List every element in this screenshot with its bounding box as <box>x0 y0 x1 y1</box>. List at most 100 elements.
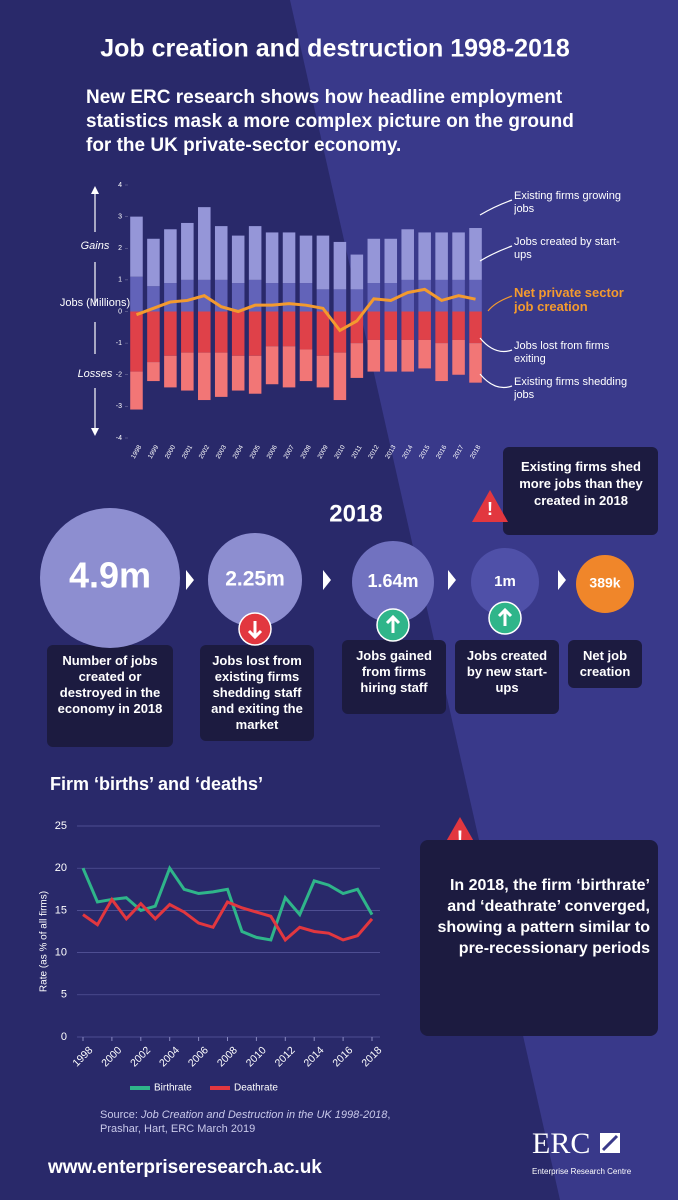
bar-segment <box>316 289 330 312</box>
subtitle: New ERC research shows how headline empl… <box>86 87 574 156</box>
bar-segment <box>469 228 482 280</box>
y-tick-label: 4 <box>118 182 122 189</box>
bar-segment <box>401 279 414 312</box>
bar-segment <box>181 311 194 353</box>
bar-segment <box>350 343 364 378</box>
trend-arrow <box>385 614 401 633</box>
arrow-head <box>91 186 99 194</box>
stat-caption-wrap: Jobs lost from existing firms shedding s… <box>211 653 303 732</box>
stat-circle <box>471 548 539 616</box>
stats-callout: Existing firms shed more jobs than they … <box>519 459 643 508</box>
bar-segment <box>418 279 431 312</box>
source-wrap: Source: Job Creation and Destruction in … <box>100 1109 391 1135</box>
bar-segment <box>164 283 177 312</box>
trend-arrow <box>497 607 513 626</box>
bar-segment <box>299 235 313 284</box>
bar-segment <box>282 232 296 284</box>
stat-caption: Jobs gained from firms hiring staff <box>356 648 432 695</box>
y-tick-label: 1 <box>118 277 122 284</box>
source-prefix: Source: <box>100 1109 138 1121</box>
stat-value: 1.64m <box>367 571 418 591</box>
stat-caption: Number of jobs created or destroyed in t… <box>57 653 163 716</box>
bar-segment <box>384 238 398 284</box>
bar-segment <box>418 232 431 280</box>
warning-icon <box>472 490 508 522</box>
bar-segment <box>418 311 431 340</box>
caption-box <box>568 640 642 688</box>
bar-segment <box>333 289 347 312</box>
bar-segment <box>164 229 177 284</box>
bar-segment <box>299 349 313 382</box>
bar-segment <box>248 311 262 356</box>
bar-segment <box>469 311 482 344</box>
bar-segment <box>130 216 143 277</box>
bar-segment <box>214 311 228 353</box>
bar-segment <box>401 339 414 372</box>
stat-caption: Jobs lost from existing firms shedding s… <box>211 653 303 732</box>
bar-segment <box>469 279 482 312</box>
flow-arrow <box>323 570 331 590</box>
legend-arrow <box>479 337 513 353</box>
bar-segment <box>181 352 194 391</box>
source-rest: , Prashar, Hart, ERC March 2019 <box>100 1109 391 1135</box>
logo-slash <box>601 1134 619 1152</box>
stat-value: 4.9m <box>69 555 151 596</box>
bar-segment <box>164 355 177 388</box>
legend-arrow <box>487 295 513 312</box>
bar-segment <box>130 311 143 372</box>
bar-segment <box>418 339 431 369</box>
bar-segment <box>181 222 194 280</box>
bar-segment <box>231 235 245 284</box>
source-title: Job Creation and Destruction in the UK 1… <box>140 1109 388 1121</box>
y-tick-label: 0 <box>118 308 122 315</box>
bar-segment <box>333 241 347 290</box>
bar-segment <box>367 339 381 372</box>
stat-value: 1m <box>494 573 516 590</box>
bar-segment <box>333 352 347 401</box>
chart-title: Firm ‘births’ and ‘deaths’ <box>50 774 263 794</box>
callout-wrap: In 2018, the firm ‘birthrate’ and ‘death… <box>438 877 650 957</box>
bar-segment <box>265 283 279 312</box>
bar-segment <box>282 283 296 312</box>
stats-callout-wrap: Existing firms shed more jobs than they … <box>519 459 643 508</box>
bar-segment <box>435 232 448 280</box>
stat-circle <box>576 555 634 613</box>
flow-arrow <box>186 570 194 590</box>
legend-label-wrap: Jobs lost from firms exiting <box>514 340 610 365</box>
annotation: Losses <box>78 368 113 380</box>
bar-segment <box>350 254 364 290</box>
bar-segment <box>282 311 296 347</box>
bar-segment <box>164 311 177 356</box>
bar-segment <box>299 311 313 350</box>
bar-segment <box>367 238 381 284</box>
bar-segment <box>231 283 245 312</box>
y-tick-label: 0 <box>61 1031 67 1043</box>
y-tick-label: 5 <box>61 989 67 1001</box>
stat-caption-wrap: Number of jobs created or destroyed in t… <box>57 653 163 716</box>
bar-segment <box>435 311 448 344</box>
bar-segment <box>248 279 262 312</box>
stat-caption-wrap: Net job creation <box>580 648 631 679</box>
legend-label-wrap: Jobs created by start-ups <box>514 236 620 261</box>
bar-segment <box>469 343 482 383</box>
bar-segment <box>384 311 398 340</box>
bar-segment <box>367 311 381 340</box>
legend-arrow <box>479 199 513 216</box>
bar-segment <box>130 371 143 410</box>
bar-segment <box>350 311 364 344</box>
y-tick-label: -4 <box>116 435 122 442</box>
bar-segment <box>316 355 330 388</box>
caption-box <box>455 640 559 714</box>
bar-segment <box>350 289 364 312</box>
bar-segment <box>282 346 296 388</box>
bar-segment <box>384 283 398 312</box>
net-line <box>135 287 476 333</box>
legend-label: Birthrate <box>154 1083 192 1094</box>
legend-label: Existing firms shedding jobs <box>514 376 628 401</box>
callout-box <box>503 447 658 535</box>
caption-box <box>47 645 173 747</box>
bar-segment <box>198 207 211 280</box>
legend-label: Jobs lost from firms exiting <box>514 340 610 365</box>
bar-segment <box>316 311 330 356</box>
bar-segment <box>214 226 228 280</box>
